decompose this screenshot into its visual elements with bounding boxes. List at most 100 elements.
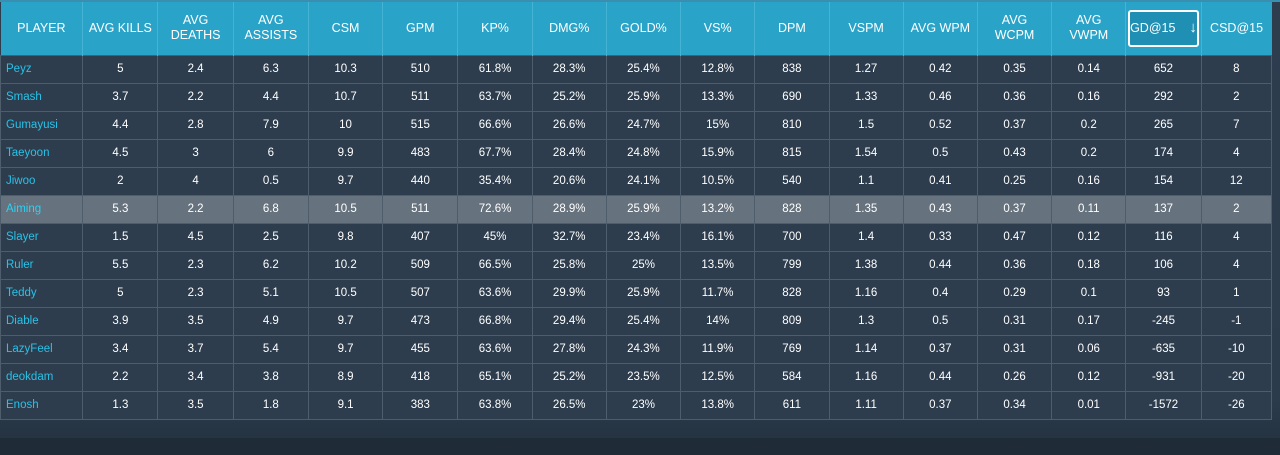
column-header-csd-15[interactable]: CSD@15 [1200, 2, 1272, 55]
stat-cell: 20.6% [531, 166, 607, 196]
stat-cell: 13.8% [680, 390, 756, 420]
stat-cell: 63.8% [457, 390, 533, 420]
table-row[interactable]: deokdam 2.2 3.4 3.8 8.9 418 65.1% 25.2% 23.5% 12.… [0, 362, 1273, 392]
column-header-avg-deaths[interactable]: AVG DEATHS [157, 2, 234, 55]
stat-cell: 1.1 [828, 166, 904, 196]
sort-focus-box [1128, 10, 1199, 47]
table-row[interactable]: LazyFeel 3.4 3.7 5.4 9.7 455 63.6% 27.8% 24.3% 11… [0, 334, 1273, 364]
player-name-link[interactable]: Slayer [0, 222, 84, 252]
column-header-gd-15[interactable]: GD@15 ↓ [1125, 2, 1202, 55]
stat-cell: 2.2 [157, 194, 234, 224]
player-name-link[interactable]: Ruler [0, 250, 84, 280]
stat-cell: 10.3 [307, 54, 384, 84]
column-header-label: GD@15 [1130, 21, 1176, 36]
stat-cell: 4 [1200, 222, 1273, 252]
stat-cell: 0.12 [1051, 362, 1127, 392]
column-header-avg-kills[interactable]: AVG KILLS [82, 2, 158, 55]
player-name-link[interactable]: Peyz [0, 54, 84, 84]
stat-cell: 137 [1125, 194, 1202, 224]
player-name-link[interactable]: deokdam [0, 362, 84, 392]
stat-cell: 0.52 [902, 110, 978, 140]
table-row[interactable]: Gumayusi 4.4 2.8 7.9 10 515 66.6% 26.6% 24.7% 15%… [0, 110, 1273, 140]
table-row[interactable]: Smash 3.7 2.2 4.4 10.7 511 63.7% 25.2% 25.9% 13.3… [0, 82, 1273, 112]
stat-cell: -26 [1200, 390, 1273, 420]
column-header-avg-wcpm[interactable]: AVG WCPM [976, 2, 1052, 55]
stat-cell: 0.36 [976, 82, 1053, 112]
stat-cell: 15.9% [680, 138, 756, 168]
stat-cell: 0.29 [976, 278, 1053, 308]
column-header-dmg[interactable]: DMG% [531, 2, 607, 55]
stat-cell: 6.2 [232, 250, 309, 280]
stat-cell: 12.5% [680, 362, 756, 392]
player-name-link[interactable]: Enosh [0, 390, 84, 420]
column-header-vs[interactable]: VS% [680, 2, 755, 55]
stat-cell: 7.9 [232, 110, 309, 140]
stat-cell: 0.31 [976, 334, 1053, 364]
stat-cell: 25% [605, 250, 682, 280]
stat-cell: 63.6% [457, 278, 533, 308]
column-header-avg-assists[interactable]: AVG ASSISTS [232, 2, 309, 55]
stat-cell: 1.35 [828, 194, 904, 224]
column-header-label: GOLD% [620, 20, 667, 35]
stat-cell: 799 [754, 250, 830, 280]
column-header-csm[interactable]: CSM [307, 2, 383, 55]
stat-cell: 28.4% [531, 138, 607, 168]
stat-cell: 25.4% [605, 54, 682, 84]
table-row[interactable]: Ruler 5.5 2.3 6.2 10.2 509 66.5% 25.8% 25% 13.5% 7… [0, 250, 1273, 280]
stat-cell: 1.3 [82, 390, 159, 420]
stat-cell: 66.6% [457, 110, 533, 140]
stat-cell: 10 [307, 110, 384, 140]
column-header-gold[interactable]: GOLD% [605, 2, 681, 55]
table-row[interactable]: Aiming 5.3 2.2 6.8 10.5 511 72.6% 28.9% 25.9% 13.… [0, 194, 1273, 224]
stat-cell: 540 [754, 166, 830, 196]
player-name-link[interactable]: LazyFeel [0, 334, 84, 364]
stat-cell: 1.38 [828, 250, 904, 280]
stat-cell: 828 [754, 278, 830, 308]
table-row[interactable]: Taeyoon 4.5 3 6 9.9 483 67.7% 28.4% 24.8% 15.9% 81… [0, 138, 1273, 168]
stat-cell: 25.2% [531, 82, 607, 112]
column-header-gpm[interactable]: GPM [382, 2, 458, 55]
stat-cell: 24.1% [605, 166, 682, 196]
column-header-vspm[interactable]: VSPM [828, 2, 904, 55]
table-row[interactable]: Jiwoo 2 4 0.5 9.7 440 35.4% 20.6% 24.1% 10.5% 540 1… [0, 166, 1273, 196]
column-header-label: DMG% [549, 20, 590, 35]
table-row[interactable]: Teddy 5 2.3 5.1 10.5 507 63.6% 29.9% 25.9% 11.7% 8… [0, 278, 1273, 308]
column-header-avg-vwpm[interactable]: AVG VWPM [1051, 2, 1126, 55]
stat-cell: 0.16 [1051, 82, 1127, 112]
stat-cell: 9.7 [307, 334, 384, 364]
player-stats-table: PLAYER AVG KILLS AVG DEATHS AVG ASSISTS CSM GPM… [0, 2, 1273, 420]
player-name-link[interactable]: Aiming [0, 194, 84, 224]
stat-cell: 3.7 [157, 334, 234, 364]
player-name-link[interactable]: Taeyoon [0, 138, 84, 168]
stat-cell: 10.2 [307, 250, 384, 280]
column-header-avg-wpm[interactable]: AVG WPM [902, 2, 978, 55]
stat-cell: 11.7% [680, 278, 756, 308]
column-header-player[interactable]: PLAYER [1, 2, 83, 55]
stat-cell: 9.7 [307, 306, 384, 336]
player-name-link[interactable]: Gumayusi [0, 110, 84, 140]
stat-cell: 418 [382, 362, 459, 392]
stat-cell: 0.42 [902, 54, 978, 84]
header-row: PLAYER AVG KILLS AVG DEATHS AVG ASSISTS CSM GPM… [0, 2, 1272, 55]
stat-cell: 0.43 [902, 194, 978, 224]
stat-cell: 0.33 [902, 222, 978, 252]
column-header-kp[interactable]: KP% [457, 2, 533, 55]
stat-cell: 810 [754, 110, 830, 140]
player-name-link[interactable]: Smash [0, 82, 84, 112]
arrow-down-icon[interactable]: ↓ [1189, 19, 1197, 37]
table-row[interactable]: Peyz 5 2.4 6.3 10.3 510 61.8% 28.3% 25.4% 12.8% 83… [0, 54, 1273, 84]
stat-cell: 700 [754, 222, 830, 252]
player-name-link[interactable]: Jiwoo [0, 166, 84, 196]
stat-cell: 24.7% [605, 110, 682, 140]
stat-cell: 3.5 [157, 306, 234, 336]
column-header-dpm[interactable]: DPM [754, 2, 829, 55]
stat-cell: 0.44 [902, 250, 978, 280]
table-row[interactable]: Enosh 1.3 3.5 1.8 9.1 383 63.8% 26.5% 23% 13.8% 61… [0, 390, 1273, 420]
table-row[interactable]: Slayer 1.5 4.5 2.5 9.8 407 45% 32.7% 23.4% 16.1% 7… [0, 222, 1273, 252]
player-name-link[interactable]: Diable [0, 306, 84, 336]
stat-cell: 0.37 [902, 334, 978, 364]
stat-cell: 0.16 [1051, 166, 1127, 196]
stat-cell: 292 [1125, 82, 1202, 112]
player-name-link[interactable]: Teddy [0, 278, 84, 308]
table-row[interactable]: Diable 3.9 3.5 4.9 9.7 473 66.8% 29.4% 25.4% 14% 8… [0, 306, 1273, 336]
